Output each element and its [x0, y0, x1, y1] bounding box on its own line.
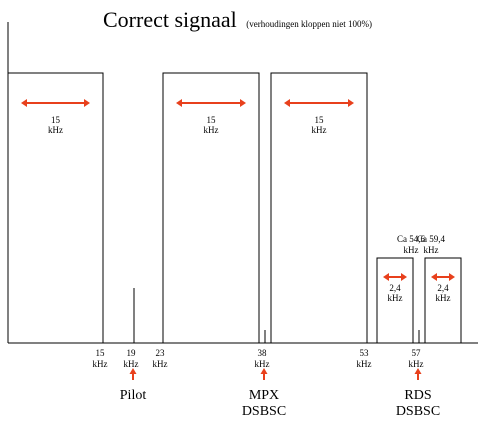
bandwidth-value: 2,4 — [389, 283, 401, 293]
marker-caption: DSBSC — [242, 404, 286, 419]
band-edge-label: Ca 54,6 — [397, 234, 425, 244]
bandwidth-value: 2,4 — [437, 283, 449, 293]
band-edge-unit: kHz — [424, 245, 439, 255]
title-main: Correct signaal — [103, 7, 237, 32]
marker-caption: RDS — [404, 388, 431, 403]
tick-value: 53 — [360, 348, 370, 358]
tick-unit: kHz — [124, 359, 139, 369]
band-outline — [270, 72, 368, 343]
axes — [7, 22, 478, 344]
title-note: (verhoudingen kloppen niet 100%) — [246, 19, 372, 29]
band-edge-unit: kHz — [404, 245, 419, 255]
bandwidth-arrow — [21, 99, 90, 107]
bandwidth-arrow — [176, 99, 246, 107]
tick-unit: kHz — [153, 359, 168, 369]
marker-caption: MPX — [249, 388, 279, 403]
tick-value: 57 — [412, 348, 422, 358]
bandwidth-arrow — [431, 273, 455, 281]
band-outline — [376, 257, 414, 343]
band-outline — [162, 72, 260, 343]
bandwidth-unit: kHz — [204, 125, 219, 135]
tick-unit: kHz — [409, 359, 424, 369]
marker-caption: DSBSC — [396, 404, 440, 419]
diagram-title: Correct signaal (verhoudingen kloppen ni… — [103, 7, 372, 32]
tick-unit: kHz — [357, 359, 372, 369]
spikes — [133, 288, 420, 343]
bandwidth-unit: kHz — [48, 125, 63, 135]
tick-value: 23 — [156, 348, 166, 358]
bandwidth-unit: kHz — [312, 125, 327, 135]
marker-arrow-head — [129, 368, 137, 374]
band-outline — [7, 72, 104, 343]
tick-unit: kHz — [93, 359, 108, 369]
bandwidth-arrow — [284, 99, 354, 107]
band-outline — [424, 257, 462, 343]
tick-unit: kHz — [255, 359, 270, 369]
bandwidth-value: 15 — [315, 115, 325, 125]
bandwidth-unit: kHz — [436, 293, 451, 303]
band-edge-label: Ca 59,4 — [417, 234, 445, 244]
bandwidth-arrow — [383, 273, 407, 281]
tick-value: 38 — [258, 348, 268, 358]
marker-caption: Pilot — [120, 388, 147, 403]
marker-arrow-head — [260, 368, 268, 374]
tick-value: 19 — [127, 348, 137, 358]
bandwidth-value: 15 — [51, 115, 61, 125]
bandwidth-unit: kHz — [388, 293, 403, 303]
marker-pilot: Pilot — [120, 368, 147, 403]
bandwidth-value: 15 — [207, 115, 217, 125]
tick-value: 15 — [96, 348, 106, 358]
marker-arrow-head — [414, 368, 422, 374]
